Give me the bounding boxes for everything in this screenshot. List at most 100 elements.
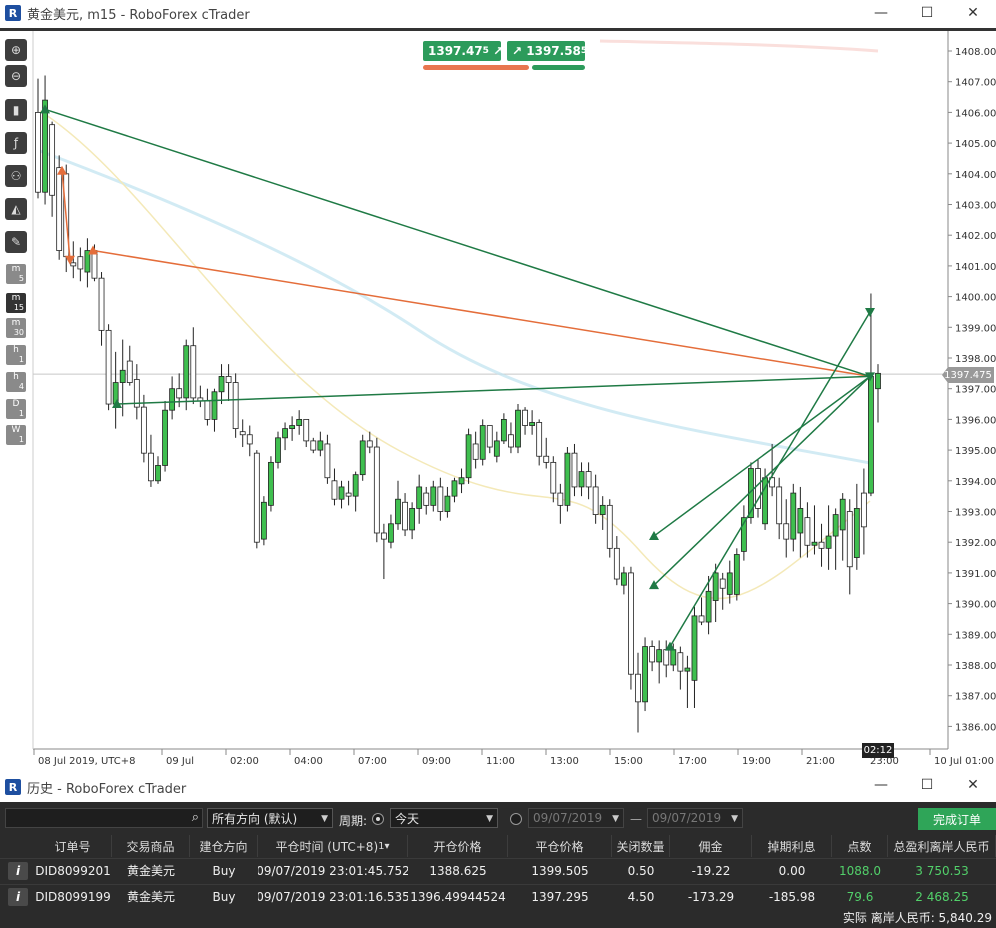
arrow-up-right-icon: ↗ <box>493 44 504 58</box>
info-icon[interactable]: i <box>8 862 28 880</box>
candle-body <box>176 388 183 399</box>
y-tick-label: 1404.000 <box>955 170 996 181</box>
candle-body <box>331 480 338 500</box>
column-header[interactable]: 开仓价格 <box>408 835 508 857</box>
candle-body <box>515 409 521 448</box>
search-input[interactable]: ⌕ <box>5 808 203 828</box>
table-row[interactable]: i DID8099199 黄金美元 Buy 09/07/2019 23:01:16.53… <box>0 884 996 908</box>
date-from-select[interactable]: 09/07/2019 ▼ <box>528 808 624 828</box>
maximize-button[interactable]: ☐ <box>920 777 934 793</box>
table-cell: 79.6 <box>846 889 874 904</box>
timeframe-m30-button[interactable]: m 30 <box>6 318 26 338</box>
close-button[interactable]: ✕ <box>967 777 979 793</box>
column-header[interactable]: 点数 <box>832 835 888 857</box>
candle-body <box>755 468 761 509</box>
trade-marker <box>865 372 875 382</box>
candle-body <box>268 461 274 506</box>
candle-body <box>232 382 239 430</box>
search-icon: ⌕ <box>191 810 199 825</box>
window-title: 黄金美元, m15 - RoboForex cTrader <box>27 7 250 23</box>
column-header[interactable]: 关闭数量 <box>612 835 670 857</box>
minimize-button[interactable]: — <box>874 777 888 793</box>
candle-body <box>719 578 726 589</box>
candle-body <box>543 455 550 463</box>
candle-body <box>628 572 634 675</box>
buy-price-badge[interactable]: ↗ 1397.58 5 <box>507 41 587 61</box>
candle-body <box>733 554 740 595</box>
arrow-up-right-icon: ↗ <box>512 44 523 58</box>
trade-line <box>653 375 871 537</box>
candle-body <box>606 504 613 549</box>
app-logo-icon: R <box>5 779 21 795</box>
chart-area[interactable]: 1408.000 1407.000 1406.000 1405.000 1404.000… <box>0 28 996 773</box>
completed-orders-button[interactable]: 完成订单 <box>918 808 996 830</box>
indicator-icon[interactable]: ƒ <box>5 132 27 154</box>
candle-body <box>783 523 790 540</box>
y-tick-label: 1390.000 <box>955 600 996 611</box>
candle-body <box>564 452 571 506</box>
history-table-header: 订单号 交易商品 建仓方向 平仓时间 (UTC+8) 1▾ 开仓价格 平仓价格 关闭数量 佣金… <box>0 835 996 857</box>
column-header[interactable]: 平仓价格 <box>508 835 612 857</box>
zoom-in-icon[interactable]: ⊕ <box>5 39 27 61</box>
trade-line <box>92 249 871 378</box>
timeframe-m15-button[interactable]: m 15 <box>6 293 26 313</box>
table-cell: 黄金美元 <box>126 864 175 878</box>
zoom-out-icon[interactable]: ⊖ <box>5 65 27 87</box>
candle-body <box>105 329 112 405</box>
x-tick-label: 21:00 <box>806 756 835 767</box>
price-chart[interactable]: 1408.000 1407.000 1406.000 1405.000 1404.000… <box>0 31 996 773</box>
candle-body <box>508 434 514 448</box>
close-button[interactable]: ✕ <box>967 5 979 21</box>
sell-price-badge[interactable]: 1397.47 5 ↗ <box>423 41 504 61</box>
candle-body <box>663 649 670 666</box>
period-radio[interactable] <box>372 813 384 825</box>
candle-body <box>726 572 733 595</box>
table-cell: 1388.625 <box>429 863 487 878</box>
minimize-button[interactable]: — <box>874 5 888 21</box>
chart-titlebar: R 黄金美元, m15 - RoboForex cTrader — ☐ ✕ <box>0 0 996 26</box>
column-header[interactable]: 佣金 <box>670 835 752 857</box>
candle-body <box>585 471 592 488</box>
template-icon[interactable]: ◭ <box>5 198 27 220</box>
chevron-down-icon: ▼ <box>321 814 328 824</box>
candle-body <box>77 256 84 270</box>
settings-icon[interactable]: ✎ <box>5 231 27 253</box>
y-tick-label: 1403.000 <box>955 201 996 212</box>
x-tick-label: 09:00 <box>422 756 451 767</box>
candle-body <box>133 379 140 408</box>
direction-select[interactable]: 所有方向 (默认) ▼ <box>207 808 333 828</box>
candle-body <box>246 434 253 445</box>
info-icon[interactable]: i <box>8 888 28 906</box>
column-header[interactable]: 掉期利息 <box>752 835 832 857</box>
y-tick-label: 1406.000 <box>955 108 996 119</box>
candle-body <box>430 486 437 506</box>
maximize-button[interactable]: ☐ <box>920 5 934 21</box>
table-cell: 09/07/2019 23:01:45.752 <box>258 863 408 878</box>
candle-body <box>338 486 345 500</box>
column-header[interactable]: 建仓方向 <box>190 835 258 857</box>
candle-body <box>275 437 281 463</box>
column-header[interactable]: 交易商品 <box>112 835 190 857</box>
column-header[interactable]: 总盈利离岸人民币 <box>888 835 996 857</box>
date-to-select[interactable]: 09/07/2019 ▼ <box>647 808 743 828</box>
candle-body <box>42 99 48 193</box>
candle-body <box>366 440 373 448</box>
date-range-radio[interactable] <box>510 813 522 825</box>
candle-body <box>705 590 712 623</box>
candle-type-icon[interactable]: ▮ <box>5 99 27 121</box>
y-tick-label: 1393.000 <box>955 508 996 519</box>
sort-badge: 1▾ <box>378 840 390 852</box>
column-header[interactable]: 平仓时间 (UTC+8) 1▾ <box>258 835 408 857</box>
period-select[interactable]: 今天 ▼ <box>390 808 498 828</box>
table-row[interactable]: i DID8099201 黄金美元 Buy 09/07/2019 23:01:45.75… <box>0 858 996 882</box>
candle-body <box>211 391 218 420</box>
candle-body <box>126 360 133 383</box>
filter-bar: ⌕ 所有方向 (默认) ▼ 周期: 今天 ▼ 09/07/2019 ▼ — 09/07… <box>0 806 996 830</box>
cbot-icon[interactable]: ⚇ <box>5 165 27 187</box>
column-header[interactable]: 订单号 <box>34 835 112 857</box>
